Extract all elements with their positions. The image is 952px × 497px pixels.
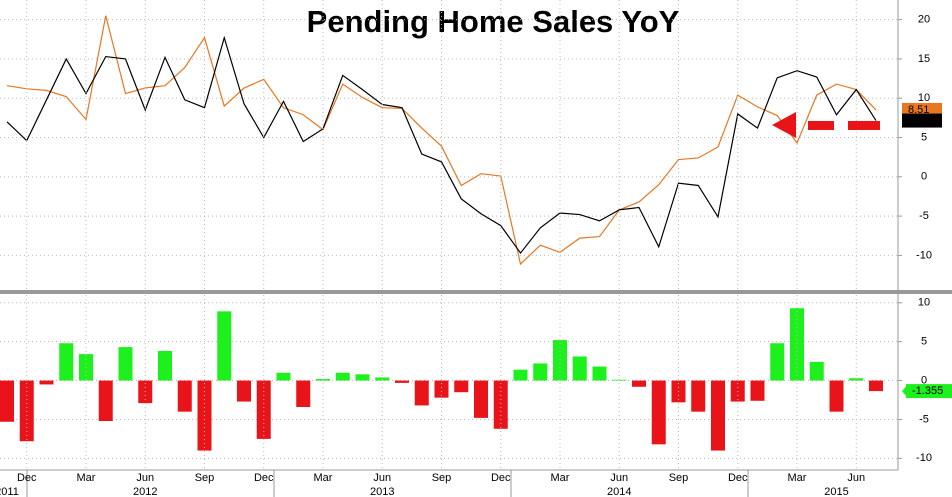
bar (19, 380, 34, 442)
bar (711, 380, 725, 451)
bar (790, 308, 804, 381)
year-label: 2013 (370, 486, 394, 497)
y-tick-label: 0 (921, 171, 927, 183)
bar (395, 380, 409, 383)
bar (809, 361, 824, 381)
bar (98, 380, 113, 421)
bar (276, 372, 291, 381)
bar (335, 372, 350, 381)
bar (454, 380, 469, 393)
x-tick-label: Sep (195, 472, 215, 484)
bar (493, 380, 508, 429)
bar (691, 380, 706, 412)
x-tick-label: Dec (728, 472, 748, 484)
bar (572, 356, 587, 381)
y-tick-label: 10 (918, 92, 930, 104)
x-tick-label: Mar (77, 472, 96, 484)
y-tick-label: 20 (918, 14, 930, 26)
bar (355, 374, 370, 381)
value-tag-box (902, 102, 942, 117)
arrow-dash (808, 121, 834, 130)
bar (237, 380, 251, 402)
bar (592, 366, 607, 381)
bar (612, 379, 627, 381)
year-label: 2015 (824, 486, 848, 497)
y-tick-label: -10 (916, 452, 932, 464)
y-tick-label: -5 (919, 413, 929, 425)
y-tick-label: 5 (921, 131, 927, 143)
x-tick-label: Sep (669, 472, 689, 484)
bar (256, 380, 271, 439)
bar (533, 363, 548, 381)
x-tick-label: Dec (254, 472, 274, 484)
year-separators (26, 470, 749, 497)
bar (118, 347, 133, 381)
value-tag-box (906, 384, 952, 399)
bar (513, 369, 528, 381)
value-tag-box (902, 113, 942, 128)
x-tick-label: Jun (610, 472, 628, 484)
year-label: 2012 (133, 486, 157, 497)
chart-title: Pending Home Sales YoY (307, 4, 680, 39)
bar (177, 380, 192, 412)
bar (217, 311, 232, 381)
bar (553, 340, 567, 381)
arrow-dash (848, 121, 880, 130)
bar (59, 343, 74, 381)
x-tick-label: Mar (314, 472, 333, 484)
x-tick-label: Mar (788, 472, 807, 484)
x-tick-label: Mar (551, 472, 570, 484)
bar (414, 380, 429, 406)
x-tick-label: Jun (847, 472, 865, 484)
bar (869, 380, 883, 392)
bar (632, 380, 646, 387)
bar (296, 380, 311, 407)
bar (434, 380, 449, 398)
arrow-head (772, 112, 796, 138)
panel-separator (0, 290, 952, 294)
year-label: 2011 (0, 486, 19, 497)
y-tick-label: 0 (921, 374, 927, 386)
bar (651, 380, 666, 445)
value-tag: 8.51 (908, 104, 929, 116)
x-tick-label: Jun (136, 472, 154, 484)
arrow-annotation (772, 112, 880, 138)
x-tick-label: Jun (373, 472, 391, 484)
bar (750, 380, 765, 401)
x-tick-label: Sep (432, 472, 452, 484)
x-tick-label: Dec (491, 472, 511, 484)
series-line (6, 35, 877, 255)
bar (39, 380, 54, 385)
x-tick-label: Dec (17, 472, 37, 484)
y-tick-label: 5 (921, 336, 927, 348)
value-tag: 7.16 (908, 114, 929, 126)
value-tag: -1.355 (912, 385, 943, 397)
year-label: 2014 (607, 486, 631, 497)
y-tick-label: 10 (918, 297, 930, 309)
bar (474, 380, 488, 418)
y-tick-label: -10 (916, 249, 932, 261)
series-line (6, 15, 877, 266)
bar (0, 380, 14, 422)
y-tick-label: -5 (919, 210, 929, 222)
bar (770, 343, 785, 381)
y-tick-label: 15 (918, 53, 930, 65)
bar (829, 380, 844, 412)
bar (158, 351, 172, 381)
